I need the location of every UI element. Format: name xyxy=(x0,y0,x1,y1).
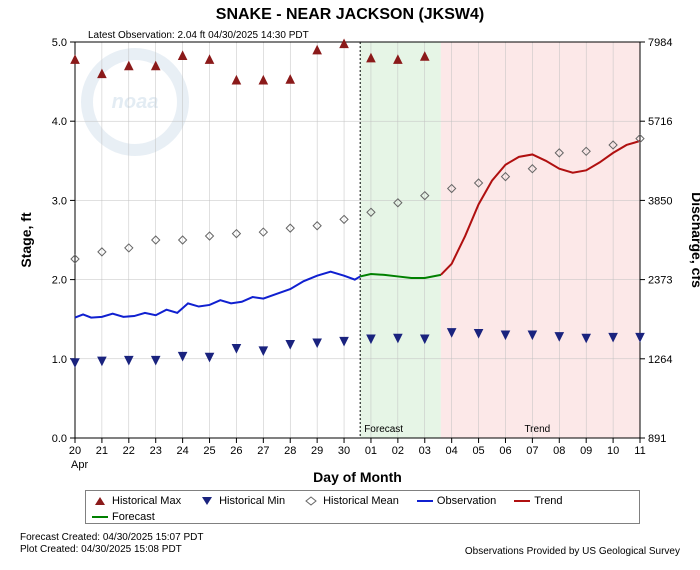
chart-container: SNAKE - NEAR JACKSON (JKSW4) Latest Obse… xyxy=(0,0,700,570)
observation-line xyxy=(75,272,360,318)
hist-min-marker xyxy=(286,341,294,349)
hist-max-marker xyxy=(232,76,240,84)
noaa-watermark-text: noaa xyxy=(112,91,159,113)
hist-min-marker xyxy=(152,356,160,364)
x-tick-label: 10 xyxy=(607,445,619,457)
x-tick-label: 26 xyxy=(230,445,242,457)
y-left-tick-label: 4.0 xyxy=(52,116,67,128)
y-left-tick-label: 2.0 xyxy=(52,275,67,287)
y-left-axis-label: Stage, ft xyxy=(18,212,34,268)
y-right-tick-label: 7984 xyxy=(648,37,672,49)
trend-region xyxy=(441,42,640,438)
legend-label: Observation xyxy=(437,493,496,509)
hist-min-marker xyxy=(340,337,348,345)
legend-item: Historical Min xyxy=(199,493,285,509)
y-right-tick-label: 2373 xyxy=(648,275,672,287)
legend-label: Trend xyxy=(534,493,562,509)
hist-max-marker xyxy=(125,62,133,70)
x-tick-label: 23 xyxy=(150,445,162,457)
x-tick-label: 01 xyxy=(365,445,377,457)
hist-max-marker xyxy=(286,75,294,83)
legend-item: Historical Max xyxy=(92,493,181,509)
trend-region-label: Trend xyxy=(524,424,550,435)
hist-min-marker xyxy=(206,353,214,361)
x-tick-label: 06 xyxy=(499,445,511,457)
x-tick-label: 22 xyxy=(123,445,135,457)
x-tick-label: 20 xyxy=(69,445,81,457)
hist-min-marker xyxy=(125,356,133,364)
x-tick-label: 05 xyxy=(472,445,484,457)
forecast-created-text: Forecast Created: 04/30/2025 15:07 PDT xyxy=(20,532,203,544)
x-tick-label: 08 xyxy=(553,445,565,457)
plot-svg: noaa Forecast Trend 20 21 22 23 24 25 26 27 28 29 30 0… xyxy=(0,0,700,570)
y-left-tick-label: 5.0 xyxy=(52,37,67,49)
y-right-axis-label: Discharge, cfs xyxy=(689,192,700,288)
plot-created-text: Plot Created: 04/30/2025 15:08 PDT xyxy=(20,544,203,556)
legend-label: Forecast xyxy=(112,509,155,525)
hist-min-marker xyxy=(71,359,79,367)
legend-item: Forecast xyxy=(92,509,155,525)
footer-right: Observations Provided by US Geological S… xyxy=(465,546,680,557)
y-left-tick-label: 3.0 xyxy=(52,195,67,207)
y-left-tick-label: 1.0 xyxy=(52,354,67,366)
forecast-region xyxy=(360,42,441,438)
hist-min-marker xyxy=(179,352,187,360)
hist-max-marker xyxy=(259,76,267,84)
x-tick-label: 25 xyxy=(203,445,215,457)
legend-label: Historical Min xyxy=(219,493,285,509)
legend: Historical Max Historical Min Historical M… xyxy=(85,490,640,524)
x-month-label: Apr xyxy=(71,459,88,471)
x-tick-label: 11 xyxy=(634,445,645,457)
forecast-region-label: Forecast xyxy=(364,424,403,435)
x-tick-label: 09 xyxy=(580,445,592,457)
footer-left: Forecast Created: 04/30/2025 15:07 PDT P… xyxy=(20,532,203,556)
y-right-tick-label: 5716 xyxy=(648,116,672,128)
hist-max-marker xyxy=(71,55,79,63)
x-tick-label: 07 xyxy=(526,445,538,457)
x-tick-label: 30 xyxy=(338,445,350,457)
x-tick-label: 28 xyxy=(284,445,296,457)
legend-label: Historical Mean xyxy=(323,493,399,509)
hist-max-marker xyxy=(206,55,214,63)
x-tick-label: 27 xyxy=(257,445,269,457)
hist-max-marker xyxy=(179,51,187,59)
hist-min-marker xyxy=(313,339,321,347)
x-tick-label: 24 xyxy=(176,445,188,457)
x-tick-label: 02 xyxy=(392,445,404,457)
y-right-tick-label: 3850 xyxy=(648,195,672,207)
x-tick-label: 21 xyxy=(96,445,108,457)
hist-min-marker xyxy=(259,347,267,355)
y-right-tick-label: 891 xyxy=(648,433,666,445)
hist-min-marker xyxy=(232,345,240,353)
x-tick-label: 04 xyxy=(446,445,458,457)
legend-item: Historical Mean xyxy=(303,493,399,509)
legend-item: Trend xyxy=(514,493,562,509)
hist-max-marker xyxy=(340,40,348,48)
y-left-tick-label: 0.0 xyxy=(52,433,67,445)
hist-max-marker xyxy=(313,46,321,54)
x-axis-label: Day of Month xyxy=(313,469,402,485)
legend-item: Observation xyxy=(417,493,496,509)
x-tick-label: 03 xyxy=(419,445,431,457)
hist-min-marker xyxy=(98,357,106,365)
x-tick-label: 29 xyxy=(311,445,323,457)
y-right-tick-label: 1264 xyxy=(648,354,672,366)
legend-label: Historical Max xyxy=(112,493,181,509)
